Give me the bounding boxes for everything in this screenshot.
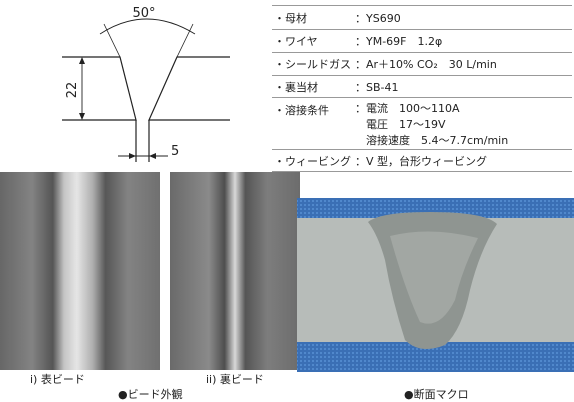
label: ・ワイヤ bbox=[272, 29, 353, 53]
front-bead-photo bbox=[0, 172, 160, 370]
row: ・溶接条件 ：電流 100～110A 電圧 17～19V 溶接速度 5.4～7.… bbox=[272, 97, 572, 150]
groove-diagram bbox=[62, 18, 230, 162]
gap-label: 5 bbox=[171, 144, 179, 159]
value: ：SB-41 bbox=[353, 75, 572, 98]
depth-label: 22 bbox=[65, 82, 80, 99]
caption: i) 表ビード bbox=[30, 373, 85, 386]
label: ・溶接条件 bbox=[272, 97, 353, 150]
row: ・裏当材 ：SB-41 bbox=[272, 75, 572, 98]
row: ・シールドガス ：Ar＋10% CO₂ 30 L/min bbox=[272, 52, 572, 76]
value: ：電流 100～110A 電圧 17～19V 溶接速度 5.4～7.7cm/mi… bbox=[353, 97, 572, 150]
label: ・シールドガス bbox=[272, 52, 353, 76]
row: ・母材 ：YS690 bbox=[272, 5, 572, 30]
caption: ii) 裏ビード bbox=[206, 373, 264, 386]
back-bead-photo bbox=[170, 172, 300, 370]
label: ・ウィービング bbox=[272, 149, 353, 172]
caption: ●断面マクロ bbox=[404, 388, 469, 401]
label: ・母材 bbox=[272, 5, 353, 30]
macro-photo bbox=[297, 198, 574, 372]
value-line: 溶接速度 5.4～7.7cm/min bbox=[355, 133, 509, 147]
value: ：YS690 bbox=[353, 5, 572, 30]
value: ：YM-69F 1.2φ bbox=[353, 29, 572, 53]
value-line: 電圧 17～19V bbox=[355, 117, 446, 131]
label: ・裏当材 bbox=[272, 75, 353, 98]
conditions-table: ・母材 ：YS690 ・ワイヤ ：YM-69F 1.2φ ・シールドガス ：Ar＋10… bbox=[272, 5, 572, 172]
value: ：Ar＋10% CO₂ 30 L/min bbox=[353, 52, 572, 76]
row: ・ワイヤ ：YM-69F 1.2φ bbox=[272, 29, 572, 53]
angle-label: 50° bbox=[132, 6, 155, 21]
row: ・ウィービング ：V 型，台形ウィービング bbox=[272, 149, 572, 172]
caption: ●ビード外観 bbox=[118, 388, 183, 401]
value: ：V 型，台形ウィービング bbox=[353, 149, 572, 172]
value-line: ：電流 100～110A bbox=[355, 101, 460, 115]
